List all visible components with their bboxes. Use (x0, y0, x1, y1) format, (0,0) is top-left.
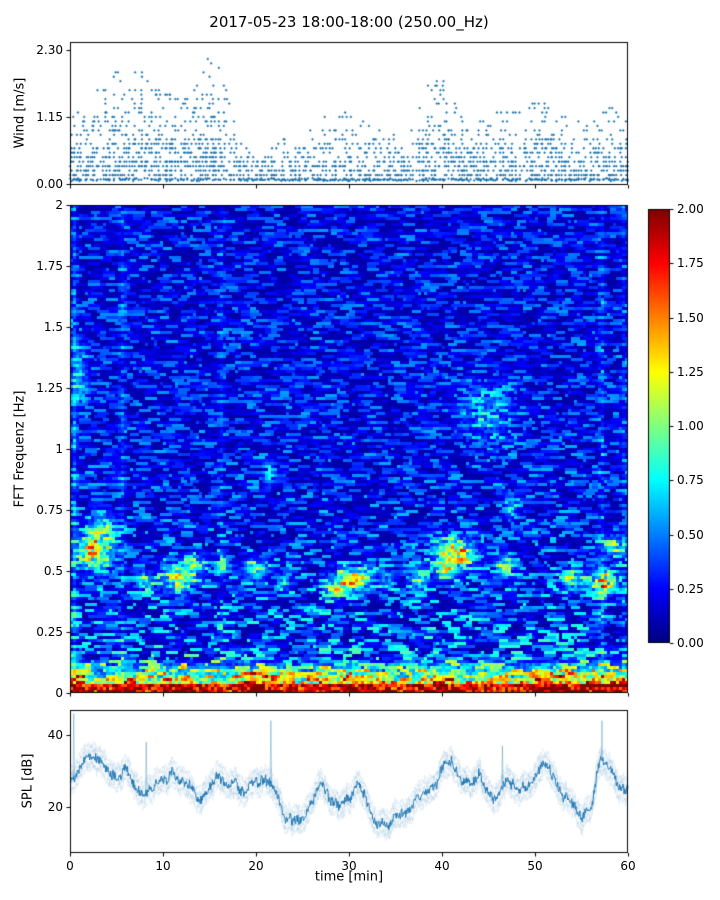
colorbar-canvas (634, 195, 684, 657)
time-xtick-label: 0 (66, 859, 74, 873)
wind-ylabel: Wind [m/s] (12, 77, 28, 149)
fft-frequency-ylabel: FFT Frequenz [Hz] (12, 390, 28, 508)
fft-ytick-label: 0.5 (43, 564, 63, 578)
colorbar-tick-label: 0.00 (677, 636, 704, 650)
fft-ytick-label: 0.25 (36, 625, 63, 639)
time-xlabel: time [min] (314, 869, 384, 885)
colorbar-tick-label: 0.50 (677, 527, 704, 542)
fft-ytick-label: 1.5 (43, 320, 63, 334)
colorbar-tick-label: 0.75 (677, 473, 704, 488)
fft-ytick-label: 2 (55, 198, 63, 212)
fft-ytick-label: 1.75 (36, 259, 63, 273)
colorbar-tick-label: 1.00 (677, 419, 704, 433)
fft-ytick-label: 1 (55, 442, 63, 456)
time-xtick-label: 60 (620, 859, 636, 873)
time-xtick-label: 10 (155, 859, 171, 873)
spl-line-canvas (56, 696, 642, 867)
time-xtick-label: 30 (341, 859, 357, 873)
time-xtick-label: 20 (248, 859, 264, 873)
colorbar-tick-label: 1.25 (677, 364, 704, 379)
wind-ytick-label: 2.30 (36, 43, 63, 57)
wind-scatter-canvas (56, 28, 642, 199)
fft-ytick-label: 1.25 (36, 381, 63, 395)
spl-ytick-label: 40 (47, 728, 63, 743)
colorbar-tick-label: 1.50 (677, 310, 704, 325)
wind-ytick-label: 1.15 (36, 110, 63, 124)
fft-ytick-label: 0 (55, 686, 63, 700)
colorbar-tick-label: 1.75 (677, 256, 704, 271)
spl-ytick-label: 20 (47, 799, 63, 814)
colorbar-tick-label: 0.25 (677, 581, 704, 596)
colorbar-tick-label: 2.00 (677, 202, 704, 216)
fft-ytick-label: 0.75 (36, 503, 63, 517)
time-xtick-label: 40 (434, 859, 450, 873)
spl-ylabel: SPL [dB] (20, 753, 36, 809)
wind-ytick-label: 0.00 (36, 177, 63, 191)
spectrogram-canvas (56, 191, 642, 707)
time-xtick-label: 50 (527, 859, 543, 873)
figure-title: 2017-05-23 18:00-18:00 (250.00_Hz) (209, 13, 489, 31)
